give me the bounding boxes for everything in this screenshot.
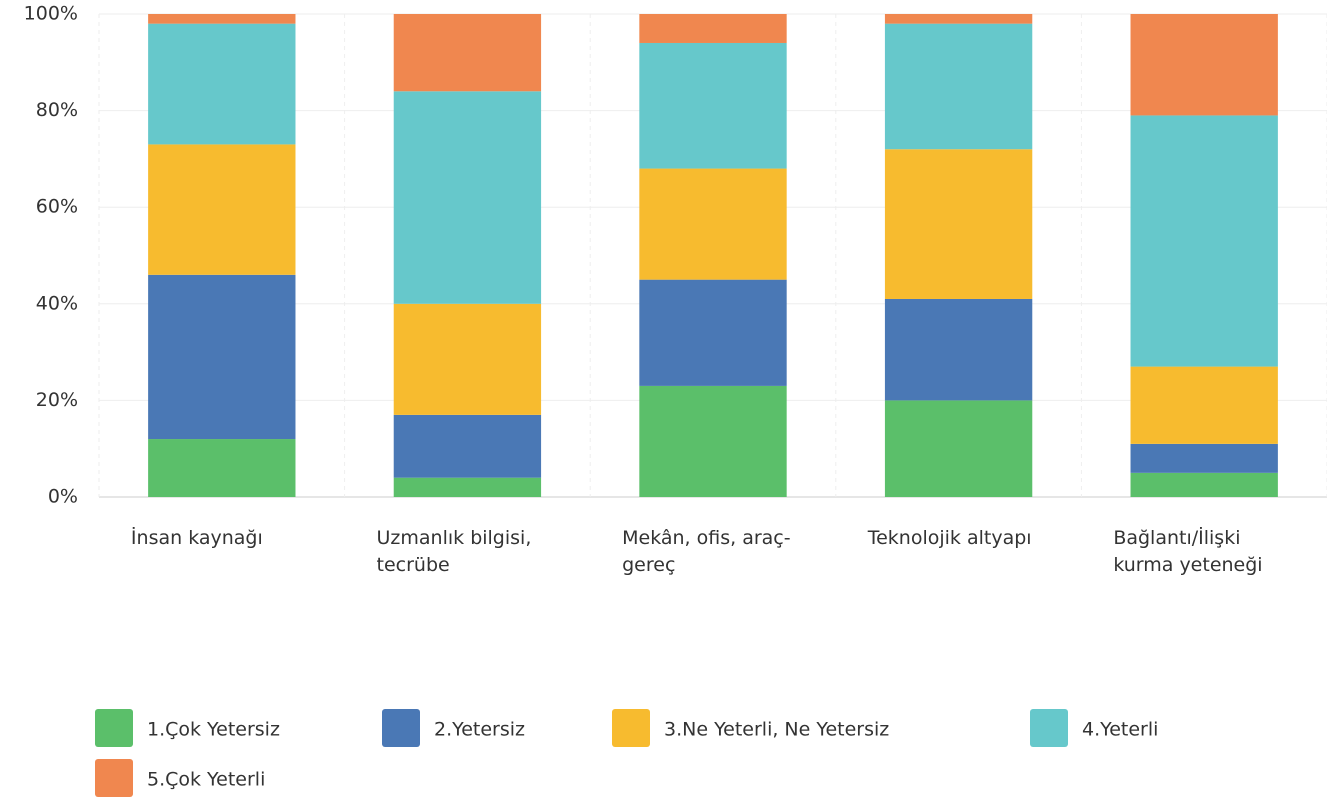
legend-label: 2.Yetersiz <box>434 719 525 741</box>
x-tick-label: Mekân, ofis, araç-gereç <box>622 527 791 576</box>
bar-segment <box>1130 366 1278 444</box>
legend-swatch <box>612 709 650 747</box>
bar-segment <box>639 14 787 43</box>
x-tick-label: Uzmanlık bilgisi, tecrübe <box>376 527 532 576</box>
bar-segment <box>884 14 1033 24</box>
bar-segment <box>393 303 542 415</box>
bar-segment <box>639 385 787 497</box>
legend-label: 4.Yeterli <box>1082 719 1158 741</box>
bar-segment <box>148 439 296 497</box>
bar-segment <box>1130 443 1278 473</box>
bar-segment <box>393 477 542 497</box>
bar-segment <box>148 274 296 440</box>
bar-segment <box>148 23 296 145</box>
bar-segment <box>639 168 787 280</box>
y-tick-label: 60% <box>36 196 78 218</box>
x-tick-label: Bağlantı/İlişki kurma yeteneği <box>1113 527 1263 576</box>
legend-swatch <box>95 759 133 797</box>
bar-segment <box>148 14 296 24</box>
y-tick-label: 80% <box>36 99 78 121</box>
bar-segment <box>393 14 542 92</box>
bar-segment <box>1130 115 1278 367</box>
y-tick-label: 100% <box>24 3 78 25</box>
y-tick-label: 20% <box>36 389 78 411</box>
bar-segment <box>884 298 1033 401</box>
x-tick-label: İnsan kaynağı <box>130 527 263 549</box>
legend-label: 5.Çok Yeterli <box>147 769 265 791</box>
legend-swatch <box>1030 709 1068 747</box>
bar-segment <box>884 400 1033 497</box>
bar-segment <box>393 414 542 478</box>
legend-swatch <box>95 709 133 747</box>
legend-swatch <box>382 709 420 747</box>
legend-label: 1.Çok Yetersiz <box>147 719 280 741</box>
bar-segment <box>884 149 1033 299</box>
x-tick-label: Teknolojik altyapı <box>867 527 1032 549</box>
bar-segment <box>639 42 787 169</box>
bar-segment <box>393 91 542 304</box>
legend-label: 3.Ne Yeterli, Ne Yetersiz <box>664 719 889 741</box>
bar-segment <box>148 144 296 275</box>
bar-segment <box>639 279 787 386</box>
bar-segment <box>1130 14 1278 116</box>
y-tick-label: 40% <box>36 292 78 314</box>
bar-segment <box>1130 472 1278 497</box>
y-tick-label: 0% <box>48 486 78 508</box>
bar-segment <box>884 23 1033 150</box>
